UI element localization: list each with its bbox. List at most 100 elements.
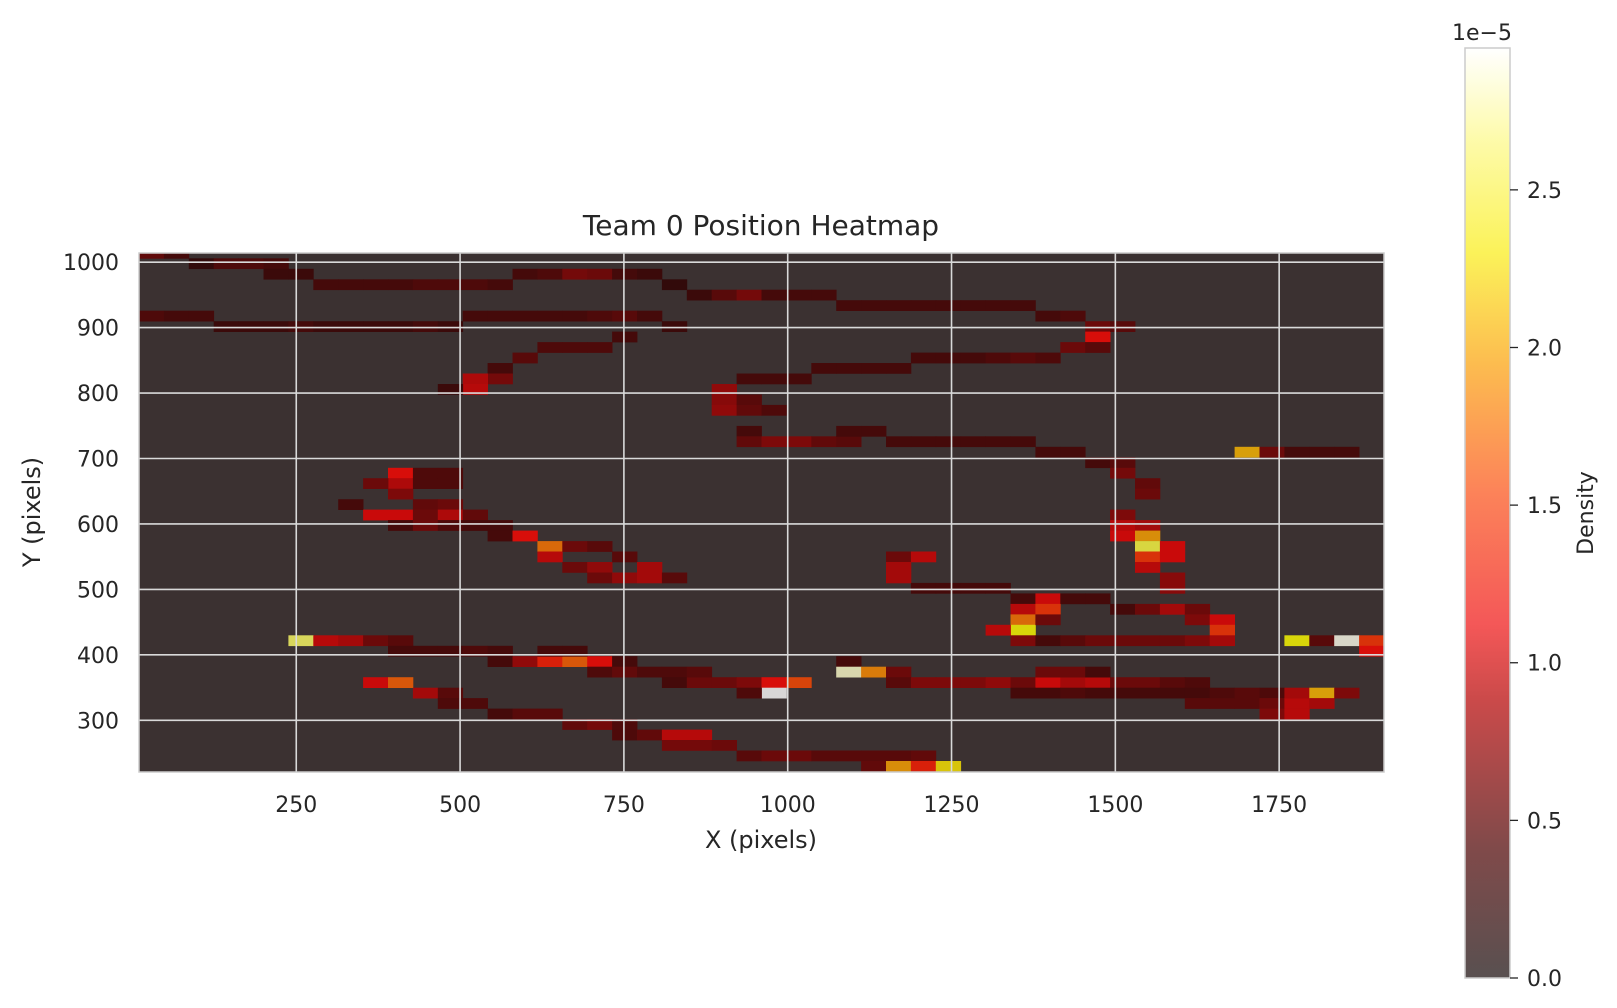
heatmap-cell — [562, 645, 588, 657]
heatmap-cell — [1159, 603, 1186, 615]
heatmap-cell — [487, 645, 513, 657]
x-axis-label: X (pixels) — [705, 826, 817, 854]
heatmap-cell — [686, 666, 713, 678]
heatmap-cell — [761, 750, 787, 762]
heatmap-cell — [736, 436, 762, 448]
heatmap-cell — [512, 656, 538, 667]
heatmap-cell — [1159, 551, 1186, 563]
heatmap-cell — [786, 373, 812, 385]
heatmap-cell — [761, 404, 787, 416]
heatmap-cell — [910, 300, 937, 311]
heatmap-cell — [661, 666, 688, 678]
heatmap-cell — [587, 541, 613, 552]
heatmap-cell — [886, 300, 912, 311]
heatmap-cell — [1085, 687, 1111, 699]
y-tick-label: 800 — [77, 382, 119, 407]
heatmap-cell — [1135, 687, 1161, 699]
heatmap-cell — [1085, 666, 1111, 678]
heatmap-cell — [711, 404, 737, 416]
heatmap-cell — [1035, 593, 1061, 605]
heatmap-cell — [861, 425, 887, 437]
heatmap-cell — [1309, 698, 1335, 709]
heatmap-cell — [388, 635, 414, 647]
heatmap-cell — [886, 551, 912, 563]
heatmap-cell — [686, 729, 713, 741]
heatmap-cell — [1035, 666, 1061, 678]
heatmap-cell — [811, 436, 837, 448]
heatmap-cell — [1334, 687, 1360, 699]
heatmap-cell — [861, 666, 887, 678]
heatmap-cell — [1060, 310, 1086, 322]
heatmap-cell — [612, 666, 638, 678]
heatmap-cell — [1159, 677, 1186, 688]
heatmap-cell — [1359, 635, 1384, 647]
heatmap-cell — [1184, 603, 1211, 615]
heatmap-cell — [711, 677, 737, 688]
heatmap-cell — [388, 677, 414, 688]
heatmap-cell — [313, 321, 339, 332]
heatmap-cell — [562, 342, 588, 353]
heatmap-cell — [437, 698, 464, 709]
heatmap-cell — [736, 425, 762, 437]
heatmap-cell — [711, 289, 737, 301]
heatmap-cell — [1184, 698, 1211, 709]
heatmap-cell — [886, 666, 912, 678]
heatmap-cell — [363, 635, 389, 647]
heatmap-cell — [288, 635, 314, 647]
heatmap-cell — [1284, 635, 1310, 647]
x-tick-label: 1500 — [1087, 793, 1143, 818]
heatmap-cell — [910, 761, 937, 772]
heatmap-cell — [1159, 582, 1186, 594]
heatmap-cell — [637, 310, 663, 322]
heatmap-cell — [1184, 687, 1211, 699]
heatmap-cell — [1135, 488, 1161, 500]
heatmap-cell — [811, 289, 837, 301]
heatmap-cell — [363, 279, 389, 291]
x-tick-label: 1250 — [924, 793, 980, 818]
heatmap-cell — [1085, 331, 1111, 343]
colorbar-exponent: 1e−5 — [1452, 21, 1512, 46]
heatmap-cell — [786, 289, 812, 301]
heatmap-cell — [836, 363, 862, 374]
y-tick-label: 300 — [77, 709, 119, 734]
heatmap-cell — [1209, 614, 1235, 626]
heatmap-cell — [612, 331, 638, 343]
heatmap-cell — [288, 321, 314, 332]
heatmap-cell — [985, 624, 1011, 636]
heatmap-cell — [537, 708, 563, 720]
x-tick-label: 250 — [275, 793, 317, 818]
heatmap-cell — [1010, 677, 1036, 688]
heatmap-cell — [1309, 687, 1335, 699]
heatmap-cell — [1209, 624, 1235, 636]
heatmap-cell — [1060, 342, 1086, 353]
heatmap-cell — [1259, 687, 1285, 699]
heatmap-cell — [910, 352, 937, 364]
heatmap-cell — [711, 740, 737, 751]
heatmap-cell — [1010, 593, 1036, 605]
heatmap-cell — [388, 467, 414, 479]
heatmap-cell — [1110, 520, 1136, 531]
heatmap-cell — [1035, 603, 1061, 615]
heatmap-cell — [736, 677, 762, 688]
heatmap-cell — [338, 279, 364, 291]
heatmap-cell — [761, 436, 787, 448]
heatmap-cell — [487, 530, 513, 542]
heatmap-cell — [437, 279, 464, 291]
heatmap-cell — [1060, 677, 1086, 688]
heatmap-cell — [1334, 446, 1360, 458]
heatmap-cell — [188, 310, 215, 322]
heatmap-cell — [1010, 687, 1036, 699]
heatmap-cell — [1035, 310, 1061, 322]
heatmap-cell — [711, 384, 737, 395]
x-tick-label: 750 — [603, 793, 645, 818]
heatmap-cells — [139, 253, 1384, 772]
heatmap-cell — [462, 384, 488, 395]
x-axis-ticks: 250 500 750 1000 1250 1500 1750 — [275, 793, 1307, 818]
heatmap-cell — [188, 258, 215, 270]
heatmap-cell — [587, 268, 613, 280]
heatmap-cell — [1110, 635, 1136, 647]
heatmap-cell — [836, 425, 862, 437]
heatmap-cell — [886, 761, 912, 772]
heatmap-cell — [587, 666, 613, 678]
